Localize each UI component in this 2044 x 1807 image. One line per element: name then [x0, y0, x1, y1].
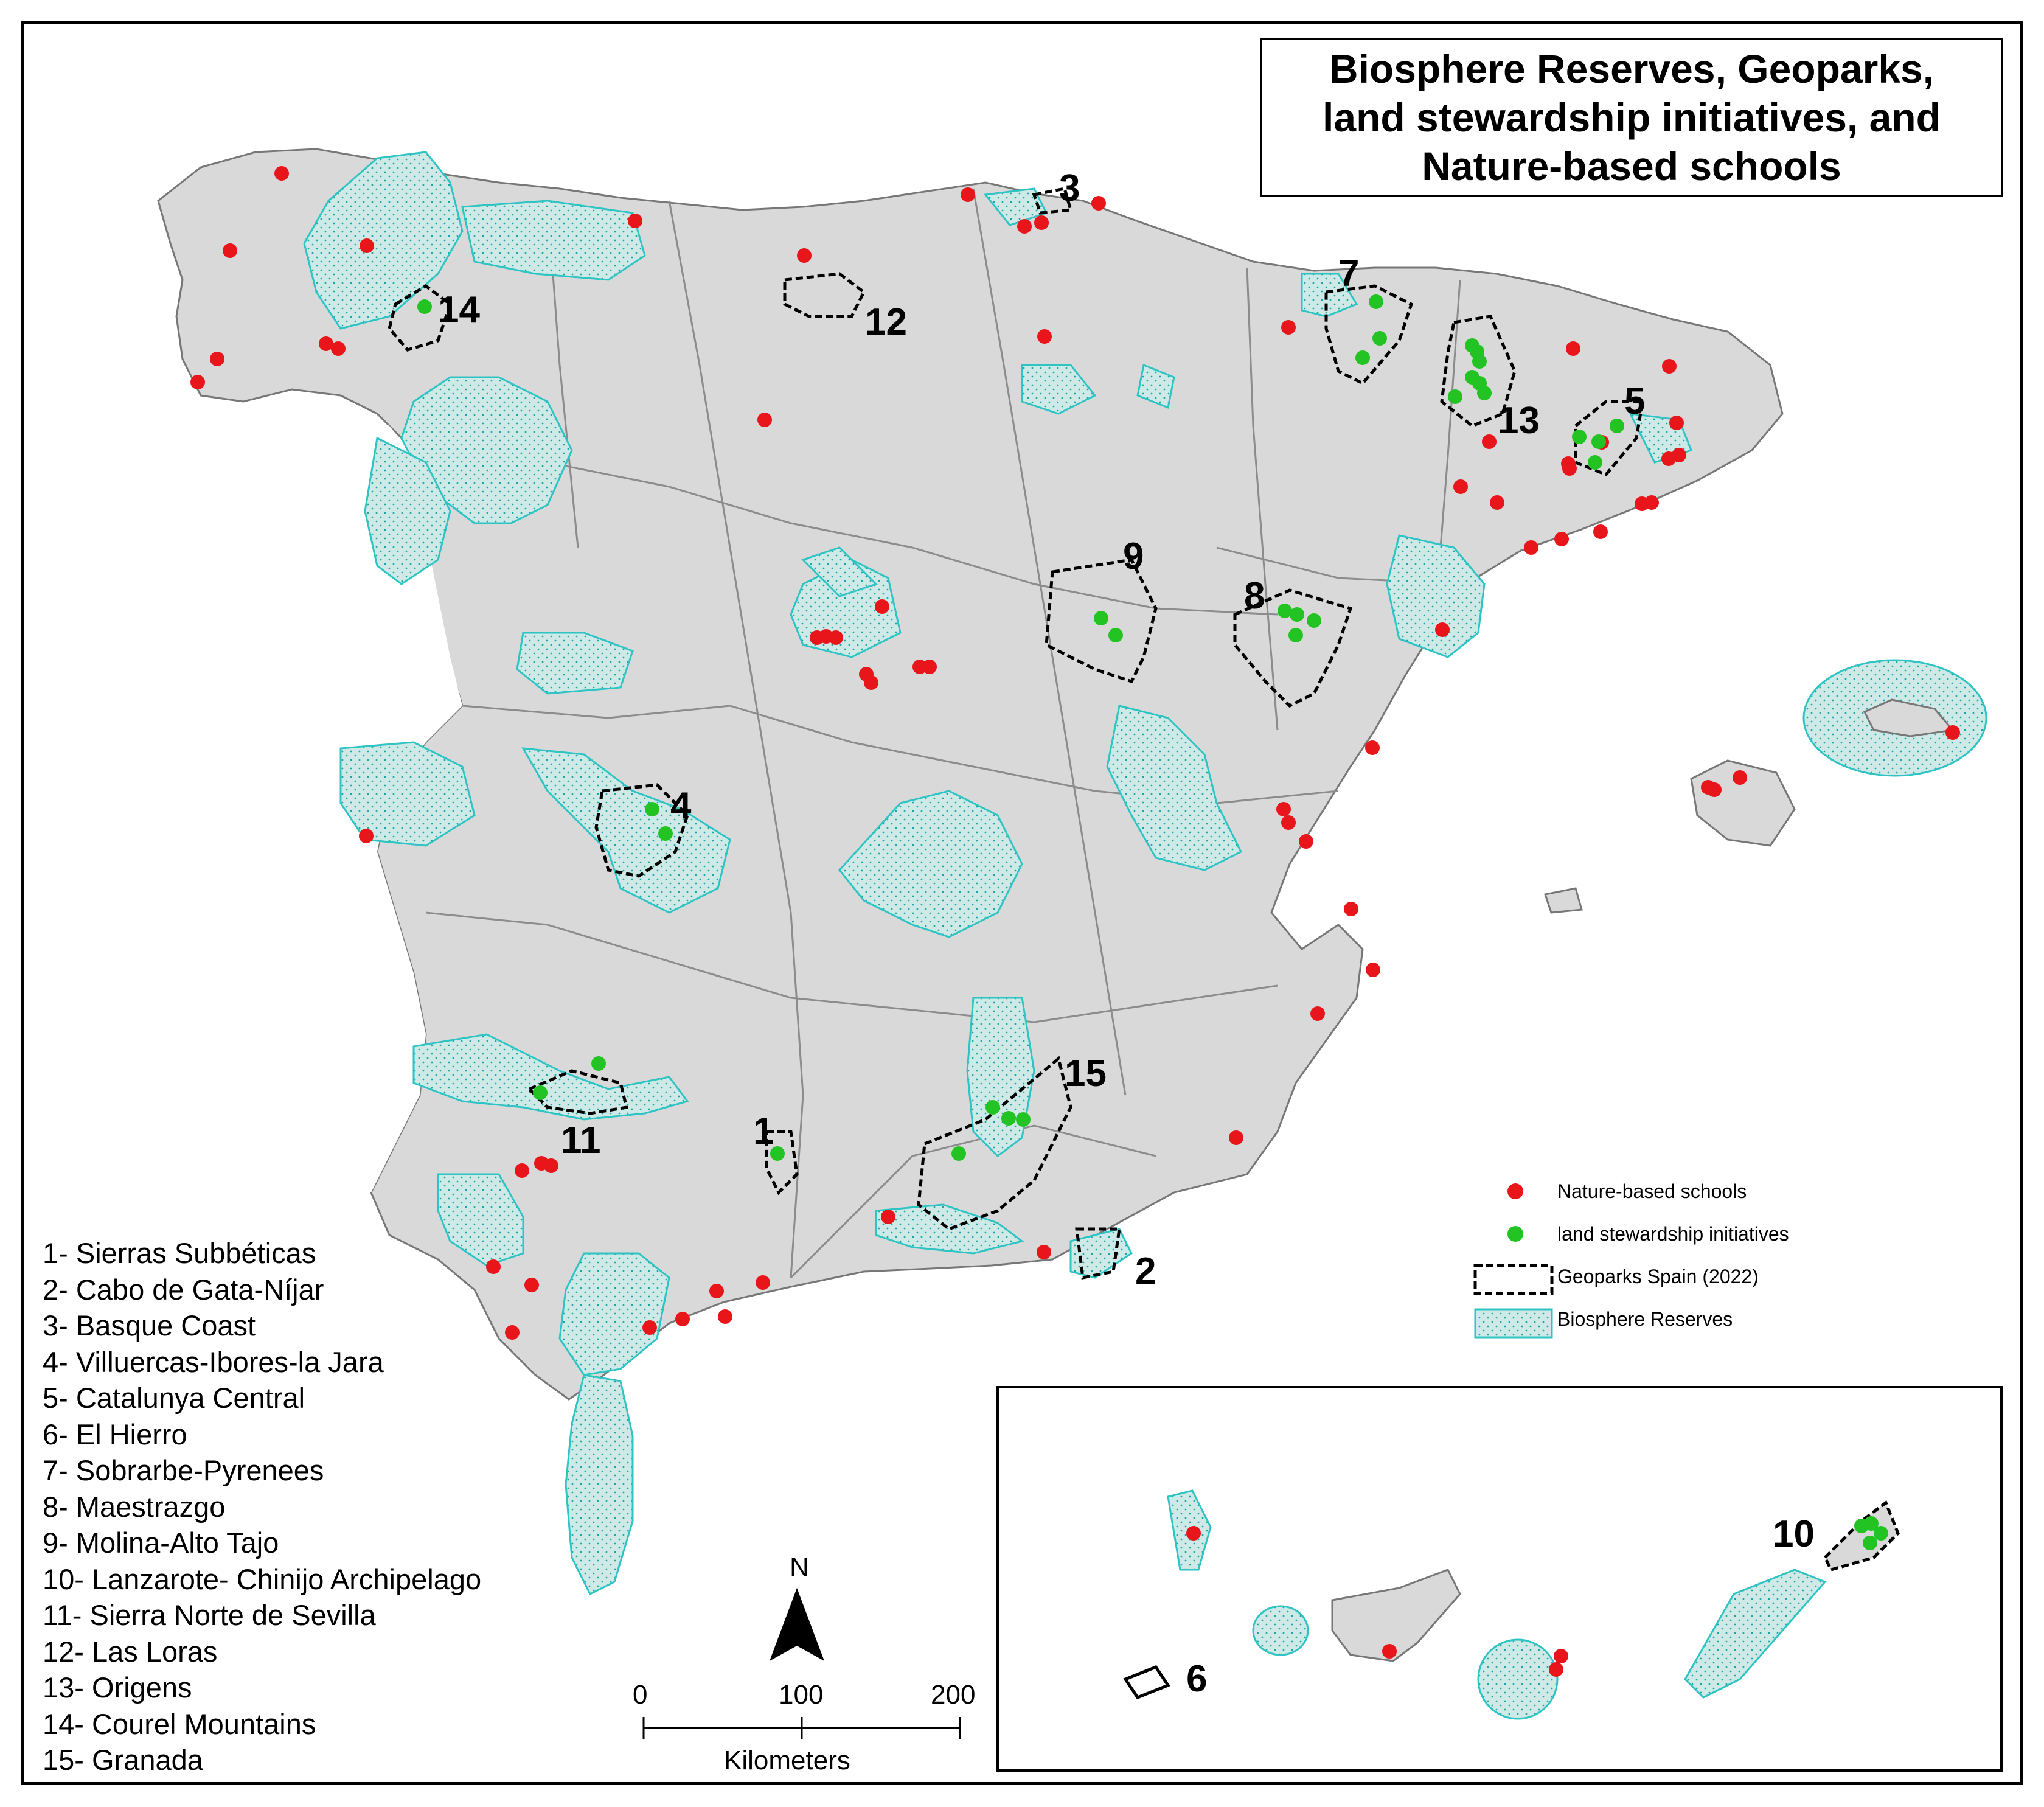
map-label-14: 14 — [438, 289, 480, 331]
map-number-labels: 1 2 3 4 5 6 7 8 9 10 11 12 13 14 15 — [438, 167, 1815, 1700]
geopark-list: 1- Sierras Subbéticas 2- Cabo de Gata-Ní… — [43, 1235, 481, 1778]
legend-stewardship: land stewardship initiatives — [1557, 1223, 1789, 1245]
geopark-item: 9- Molina-Alto Tajo — [43, 1527, 279, 1559]
scale-bar: 0 100 200 Kilometers — [633, 1680, 975, 1775]
legend-schools: Nature-based schools — [1557, 1180, 1747, 1202]
geopark-item: 14- Courel Mountains — [43, 1707, 316, 1740]
scale-mid: 100 — [779, 1680, 823, 1710]
map-label-8: 8 — [1244, 575, 1265, 617]
geopark-item: 12- Las Loras — [43, 1635, 218, 1668]
scale-max: 200 — [931, 1680, 975, 1710]
geopark-item: 3- Basque Coast — [43, 1309, 256, 1342]
map-label-6: 6 — [1186, 1658, 1207, 1700]
geopark-item: 10- Lanzarote- Chinijo Archipelago — [43, 1562, 482, 1595]
north-arrow: N — [770, 1552, 824, 1661]
geopark-outlines — [388, 187, 1644, 1280]
map-label-7: 7 — [1338, 252, 1359, 294]
geopark-item: 2- Cabo de Gata-Níjar — [43, 1273, 324, 1306]
legend-symbols — [1473, 1183, 1554, 1339]
map-label-10: 10 — [1773, 1513, 1815, 1555]
geopark-item: 8- Maestrazgo — [43, 1490, 226, 1523]
geopark-item: 1- Sierras Subbéticas — [43, 1237, 316, 1269]
map-label-12: 12 — [865, 301, 907, 343]
geopark-item: 5- Catalunya Central — [43, 1382, 305, 1414]
legend-geoparks: Geoparks Spain (2022) — [1557, 1266, 1759, 1287]
title-line-1: Biosphere Reserves, Geoparks, — [1329, 46, 1934, 91]
geopark-item: 13- Origens — [43, 1671, 192, 1704]
geopark-item: 15- Granada — [43, 1744, 203, 1776]
legend-biosphere: Biosphere Reserves — [1557, 1308, 1733, 1330]
map-label-5: 5 — [1624, 380, 1645, 422]
scale-zero: 0 — [633, 1680, 647, 1710]
canary-inset — [996, 1386, 2003, 1772]
map-label-2: 2 — [1135, 1250, 1156, 1292]
title-line-3: Nature-based schools — [1422, 144, 1841, 189]
map-label-3: 3 — [1059, 167, 1080, 209]
map-title: Biosphere Reserves, Geoparks, land stewa… — [1260, 38, 2003, 197]
map-label-1: 1 — [753, 1110, 774, 1152]
portugal-area — [176, 392, 462, 1192]
title-line-2: land stewardship initiatives, and — [1323, 95, 1941, 140]
geopark-item: 11- Sierra Norte de Sevilla — [43, 1599, 376, 1631]
nature-based-schools — [190, 166, 1960, 1677]
map-label-4: 4 — [670, 785, 692, 827]
map-label-9: 9 — [1123, 535, 1144, 577]
geopark-item: 7- Sobrarbe-Pyrenees — [43, 1454, 324, 1486]
map-label-13: 13 — [1498, 400, 1540, 442]
map-label-15: 15 — [1065, 1053, 1107, 1095]
map-label-11: 11 — [561, 1119, 601, 1161]
svg-text:N: N — [790, 1552, 809, 1582]
geopark-item: 6- El Hierro — [43, 1418, 187, 1450]
balearic-islands — [1544, 659, 1987, 914]
land-stewardship — [417, 294, 1888, 1550]
biosphere-reserves — [303, 151, 1692, 1596]
scale-unit: Kilometers — [724, 1746, 850, 1775]
geopark-item: 4- Villuercas-Ibores-la Jara — [43, 1345, 384, 1378]
